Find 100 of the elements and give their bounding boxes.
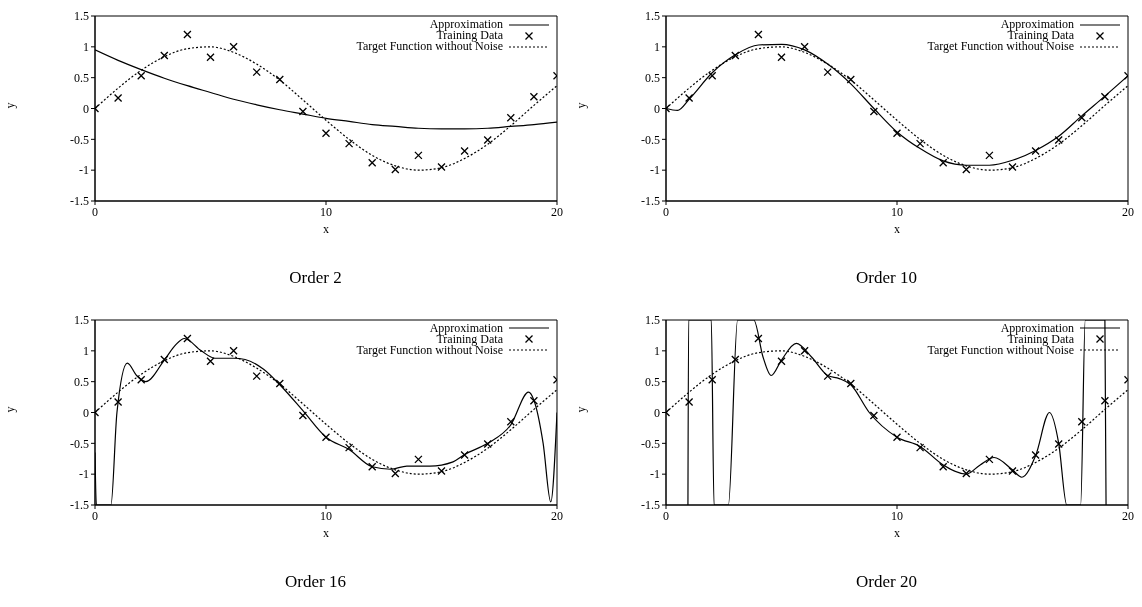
- point: [985, 151, 994, 160]
- x-tick-label: 20: [551, 204, 563, 219]
- y-tick-label: 0: [83, 101, 89, 116]
- x-tick-label: 10: [891, 508, 903, 523]
- point: [939, 462, 948, 471]
- point: [985, 454, 994, 464]
- point: [298, 410, 308, 420]
- text: Order 16: [284, 571, 347, 592]
- y-tick-label: 0: [654, 101, 660, 116]
- point: [506, 417, 515, 426]
- y-tick-label: -0.5: [70, 436, 89, 451]
- y-axis-title: y: [3, 102, 18, 109]
- point: [113, 93, 123, 103]
- legend-label: Approximation: [1000, 17, 1074, 31]
- point: [892, 129, 902, 138]
- point: [731, 354, 740, 364]
- text: Order 2: [288, 268, 343, 288]
- y-tick-label: 1: [83, 40, 89, 55]
- point: [684, 93, 694, 103]
- legend-label: Approximation: [1000, 320, 1074, 335]
- point: [229, 346, 238, 355]
- point: [846, 75, 855, 84]
- y-tick-label: -1: [650, 466, 660, 481]
- point: [252, 67, 261, 77]
- point: [731, 51, 740, 60]
- y-tick-label: -1: [79, 163, 89, 178]
- point: [892, 432, 902, 441]
- point: [915, 443, 925, 452]
- x-axis-title: x: [323, 525, 329, 540]
- y-tick-label: 1: [654, 343, 660, 358]
- point: [391, 165, 400, 174]
- x-tick-label: 20: [551, 508, 563, 523]
- y-tick-label: 0.5: [645, 374, 660, 389]
- point: [275, 378, 284, 388]
- point: [962, 468, 971, 478]
- point: [869, 107, 879, 116]
- point: [252, 371, 261, 380]
- point: [368, 158, 377, 167]
- point: [321, 129, 331, 138]
- point: [460, 450, 469, 459]
- point: [962, 165, 971, 174]
- point: [414, 454, 423, 464]
- y-tick-label: 0: [654, 405, 660, 420]
- y-tick-label: 1.5: [645, 9, 660, 24]
- point: [684, 397, 694, 406]
- y-tick-label: 1.5: [74, 9, 89, 24]
- y-tick-label: 0.5: [74, 374, 89, 389]
- point: [344, 443, 354, 452]
- y-tick-label: -1.5: [641, 497, 660, 512]
- point: [160, 354, 169, 364]
- point: [915, 139, 925, 148]
- point: [483, 135, 492, 145]
- y-tick-label: -1.5: [70, 194, 89, 209]
- y-tick-label: 1.5: [74, 312, 89, 327]
- y-axis-title: y: [574, 406, 589, 412]
- point: [800, 42, 809, 51]
- point: [437, 466, 446, 475]
- point: [1008, 162, 1017, 172]
- point: [1054, 135, 1063, 145]
- x-tick-label: 10: [891, 204, 903, 219]
- legend-label: Approximation: [429, 17, 503, 31]
- x-axis-title: x: [323, 222, 329, 236]
- point: [708, 71, 717, 80]
- point: [183, 30, 192, 39]
- point: [869, 410, 879, 420]
- point: [1077, 113, 1086, 122]
- point: [939, 158, 948, 167]
- point: [846, 378, 855, 388]
- point: [708, 375, 717, 384]
- y-tick-label: 0.5: [74, 70, 89, 85]
- point: [1031, 146, 1040, 156]
- point: [298, 107, 308, 116]
- y-tick-label: -0.5: [641, 436, 660, 451]
- point: [137, 71, 146, 80]
- y-tick-label: 0.5: [645, 70, 660, 85]
- point: [823, 67, 832, 77]
- y-tick-label: -0.5: [70, 132, 89, 147]
- y-axis-title: y: [574, 102, 589, 109]
- point: [1100, 92, 1110, 101]
- point: [483, 439, 492, 448]
- point: [391, 468, 400, 478]
- y-tick-label: -1.5: [70, 497, 89, 512]
- text: Order 20: [855, 571, 918, 592]
- point: [1054, 439, 1063, 448]
- point: [160, 51, 169, 60]
- point: [823, 371, 832, 380]
- x-tick-label: 20: [1122, 204, 1134, 219]
- x-tick-label: 20: [1122, 508, 1134, 523]
- y-tick-label: 1: [654, 40, 660, 55]
- legend-label: Approximation: [429, 320, 503, 335]
- text: Order 10: [855, 268, 918, 288]
- x-tick-label: 10: [320, 204, 332, 219]
- point: [529, 396, 539, 405]
- point: [183, 333, 192, 343]
- y-tick-label: 1.5: [645, 312, 660, 327]
- x-axis-title: x: [894, 525, 900, 540]
- point: [437, 162, 446, 172]
- x-tick-label: 10: [320, 508, 332, 523]
- y-tick-label: 1: [83, 343, 89, 358]
- point: [113, 397, 123, 406]
